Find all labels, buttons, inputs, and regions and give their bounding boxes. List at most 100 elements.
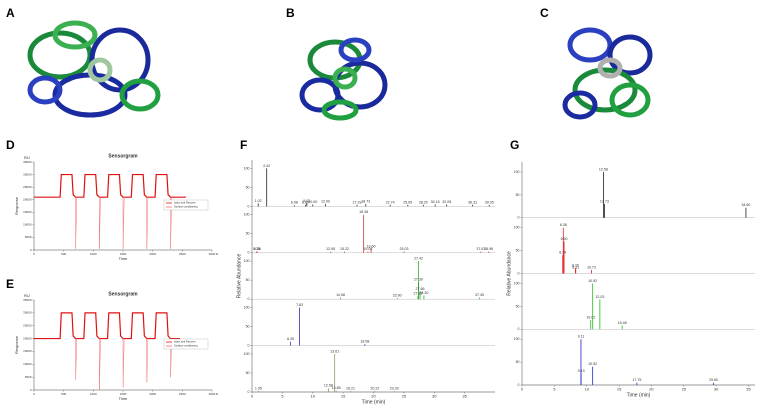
peak-label: 1.02 [255,199,262,203]
series-line [75,338,77,380]
peak-label: 37.67 [476,247,485,251]
series-line [170,338,172,378]
y-tick-label: 100 [514,226,520,230]
legend-label: Inject and Recover [174,340,196,344]
peak-label: 16.21 [346,386,355,390]
y-tick-label: 0 [248,344,250,348]
panel-label: A [6,6,15,20]
x-tick-label: 25 [682,387,687,392]
x-tick-label: 35 [462,394,467,399]
peak-label: 0.75 [253,247,260,251]
peak-label: 12.58 [324,384,333,388]
peak-label: 10.62 [586,316,595,320]
y-tick-label: 50 [246,185,250,189]
peak-label: 37.45 [475,293,484,297]
axis-line [251,160,495,393]
peak-label: 34.60 [741,203,750,207]
series-line [99,338,101,391]
peak-label: 8.26 [572,263,579,267]
x-tick-label: 1500 [120,252,127,256]
y-tick-label: 0 [30,248,32,252]
y-tick-label: 5000 [25,235,32,239]
x-tick-label: 0 [521,387,524,392]
x-tick-label: 2500 [179,252,186,256]
x-tick-label: 30 [714,387,719,392]
x-tick-label: 5 [281,394,284,399]
peak-label: 39.05 [485,200,494,204]
peak-label: 9.13 [578,369,585,373]
y-axis-label: Relative Abundance [236,254,242,299]
x-tick-label: 1500 [120,392,127,396]
series-line [146,197,149,249]
y-axis-label: Response [14,196,19,215]
y-tick-label: 10000 [23,223,32,227]
peak-label: 10.00 [308,200,317,204]
x-tick-label: 20 [371,394,376,399]
peak-label: 18.58 [360,340,369,344]
series-line [170,197,172,249]
x-tick-label: 500 [61,252,66,256]
peak-label: 29.60 [709,378,718,382]
legend [163,199,209,211]
peak-label: 15.48 [618,321,627,325]
peak-label: 19.60 [367,244,376,248]
y-tick-label: 0 [248,251,250,255]
chart-title: Sensorgram [108,153,138,159]
peak-label: 12.73 [600,199,609,203]
x-axis-label: Time (min) [627,392,651,398]
y-tick-label: 50 [246,232,250,236]
protein-structure [27,20,161,118]
legend-label: Inject and Recover [174,201,196,205]
y-tick-label: 30000 [23,172,32,176]
peak-label: 32.05 [442,200,451,204]
series-line [122,197,125,249]
series-line [75,197,77,249]
y-tick-label: 100 [514,281,520,285]
peak-label: 28.30 [419,291,428,295]
peak-label: 10.92 [588,279,597,283]
peak-label: 13.85 [332,386,341,390]
x-tick-label: 30 [432,394,437,399]
x-tick-label: 0 [33,392,35,396]
x-axis-label: Time [119,256,129,261]
series-line [122,338,125,388]
y-tick-label: 0 [248,297,250,301]
peak-label: 36.31 [468,200,477,204]
x-axis-label: Time (min) [362,399,386,405]
x-unit: s [216,391,218,396]
peak-label: 17.29 [353,200,362,204]
peak-label: 20.22 [370,386,379,390]
y-tick-label: 100 [244,213,250,217]
x-tick-label: 2000 [149,392,156,396]
y-tick-label: 100 [244,166,250,170]
panel-label: B [286,6,295,20]
peak-label: 38.96 [484,247,493,251]
peak-label: 28.20 [419,200,428,204]
peak-label: 7.83 [296,303,303,307]
peak-label: 6.98 [291,201,298,205]
y-tick-label: 0 [518,383,520,387]
protein-structure [299,37,388,121]
y-tick-label: 5000 [25,375,32,379]
x-tick-label: 35 [746,387,751,392]
y-tick-label: 100 [244,259,250,263]
y-tick-label: 50 [516,193,520,197]
peak-label: 23.39 [390,386,399,390]
series-line [99,197,101,249]
peak-label: 27.66 [416,287,425,291]
series-line [34,312,180,340]
y-tick-label: 30000 [23,311,32,315]
peak-label: 13.61 [330,349,339,353]
y-tick-label: 20000 [23,198,32,202]
x-tick-label: 3000 [209,252,216,256]
x-tick-label: 3000 [209,392,216,396]
x-tick-label: 15 [341,394,346,399]
peak-label: 9.11 [578,335,585,339]
peak-label: 9.02 [303,199,310,203]
y-tick-label: 50 [516,304,520,308]
series-line [34,173,186,198]
peak-label: 10.73 [587,265,596,269]
peak-label: 15.22 [340,247,349,251]
y-tick-label: 0 [518,216,520,220]
peak-label: 6.35 [287,337,294,341]
